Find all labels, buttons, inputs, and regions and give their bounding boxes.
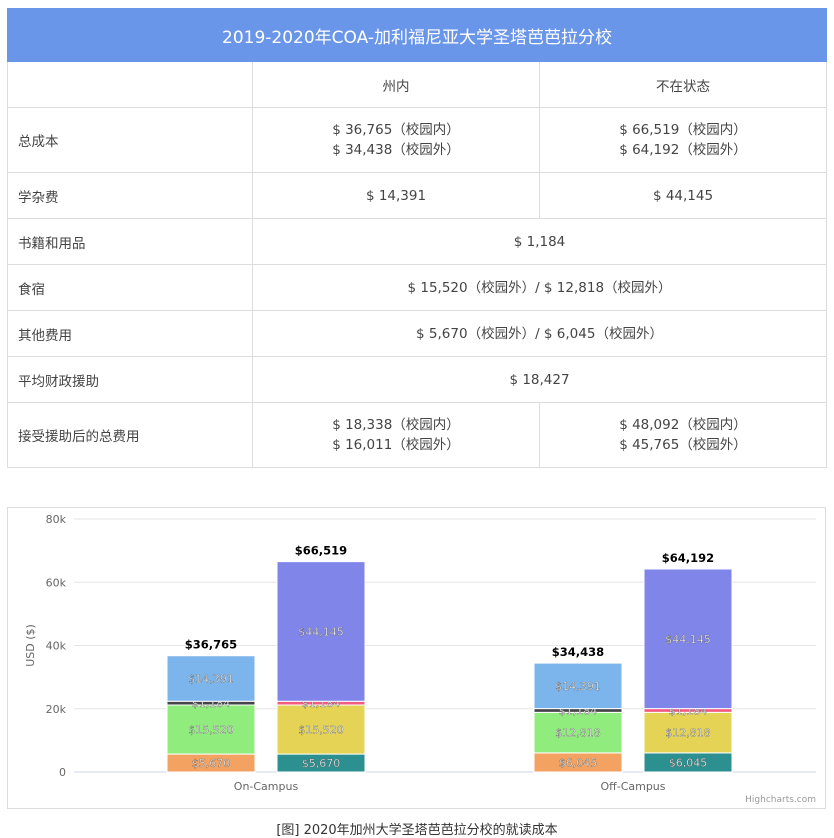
cell-line: $ 48,092（校园内） [619,417,747,433]
table-row: 平均财政援助 $ 18,427 [7,356,828,403]
cell-in-state: $ 18,338（校园内） $ 16,011（校园外） [252,402,540,468]
y-tick-label: 40k [46,640,67,653]
y-axis-title: USD ($) [24,624,37,667]
bar-segment [166,704,256,755]
cell-in-state: $ 14,391 [252,172,540,219]
bar-segment [643,711,733,754]
row-label: 学杂费 [7,172,253,219]
x-category-label: On-Campus [234,780,299,793]
cell-out-state: $ 44,145 [538,172,828,219]
cell-shared: $ 1,184 [251,218,828,265]
stack-total-label: $36,765 [185,638,237,652]
segment-data-label: $14,391 [188,672,234,685]
header-empty [7,61,253,108]
bar-segment [276,704,366,755]
figure-caption: [图] 2020年加州大学圣塔芭芭拉分校的就读成本 [276,823,558,838]
table-row: 其他费用 $ 5,670（校园外）/ $ 6,045（校园外） [7,310,828,357]
cell-out-state: $ 48,092（校园内） $ 45,765（校园外） [538,402,828,468]
row-label: 书籍和用品 [7,218,253,265]
y-tick-label: 60k [46,576,67,589]
cell-line: $ 64,192（校园外） [619,142,747,158]
stack-total-label: $64,192 [662,551,714,565]
table-row: 接受援助后的总费用 $ 18,338（校园内） $ 16,011（校园外） $ … [7,402,828,468]
segment-data-label: $15,520 [298,724,344,737]
cell-in-state: $ 36,765（校园内） $ 34,438（校园外） [252,107,540,173]
cell-line: $ 16,011（校园外） [332,437,460,453]
cell-shared: $ 15,520（校园外）/ $ 12,818（校园外） [251,264,828,311]
stack-total-label: $66,519 [295,544,347,558]
cell-shared: $ 18,427 [251,356,828,403]
cell-out-state: $ 66,519（校园内） $ 64,192（校园外） [538,107,828,173]
row-label: 接受援助后的总费用 [7,402,253,468]
cell-line: $ 66,519（校园内） [619,122,747,138]
row-label: 其他费用 [7,310,253,357]
segment-data-label: $12,818 [665,727,711,740]
table-row: 书籍和用品 $ 1,184 [7,218,828,265]
header-in-state: 州内 [252,61,540,108]
y-tick-label: 0 [59,766,66,779]
bar-segment [533,662,623,710]
bar-segment [166,655,256,702]
segment-data-label: $44,145 [298,625,344,638]
segment-data-label: $6,045 [669,756,708,769]
y-tick-label: 20k [46,703,67,716]
row-label: 食宿 [7,264,253,311]
bar-segment [643,568,733,710]
table-row: 食宿 $ 15,520（校园外）/ $ 12,818（校园外） [7,264,828,311]
stack-total-label: $34,438 [552,645,604,659]
table-header-row: 州内 不在状态 [7,61,828,108]
cell-line: $ 18,338（校园内） [332,417,460,433]
chart-credits: Highcharts.com [745,795,816,805]
cell-line: $ 45,765（校园外） [619,437,747,453]
cell-line: $ 36,765（校园内） [332,122,460,138]
row-label: 总成本 [7,107,253,173]
table-row: 学杂费 $ 14,391 $ 44,145 [7,172,828,219]
segment-data-label: $5,670 [302,757,341,770]
bar-segment [276,561,366,702]
row-label: 平均财政援助 [7,356,253,403]
segment-data-label: $15,520 [188,724,234,737]
cell-line: $ 34,438（校园外） [332,142,460,158]
cost-table: 2019-2020年COA-加利福尼亚大学圣塔芭芭拉分校 州内 不在状态 总成本… [6,8,828,468]
y-tick-label: 80k [46,513,67,526]
header-out-state: 不在状态 [538,61,828,108]
segment-data-label: $12,818 [555,727,601,740]
segment-data-label: $14,391 [555,680,601,693]
table-title: 2019-2020年COA-加利福尼亚大学圣塔芭芭拉分校 [6,8,828,62]
cell-shared: $ 5,670（校园外）/ $ 6,045（校园外） [251,310,828,357]
x-category-label: Off-Campus [600,780,665,793]
segment-data-label: $6,045 [559,756,598,769]
segment-data-label: $44,145 [665,633,711,646]
segment-data-label: $5,670 [192,757,231,770]
chart-container: 0 20k 40k 60k 80k USD ($) $5,670 $15,520 $1,184 $… [7,507,826,809]
table-row: 总成本 $ 36,765（校园内） $ 34,438（校园外） $ 66,519… [7,107,828,173]
